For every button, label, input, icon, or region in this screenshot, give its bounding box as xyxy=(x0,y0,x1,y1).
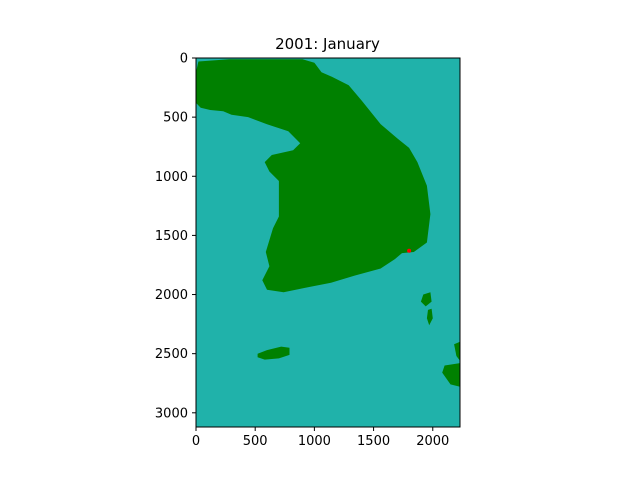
land-jeju-island xyxy=(257,346,290,360)
x-tick-label: 0 xyxy=(192,434,200,449)
y-tick-label: 500 xyxy=(163,111,188,126)
y-tick-label: 1500 xyxy=(155,229,188,244)
x-tick-label: 1000 xyxy=(298,434,331,449)
x-axis: 0 500 1000 1500 2000 xyxy=(192,427,449,449)
busan-marker xyxy=(407,248,412,253)
land-kyushu-north xyxy=(442,363,460,387)
land-east-coast-islet xyxy=(420,292,432,307)
y-tick-label: 2000 xyxy=(155,288,188,303)
y-tick-label: 2500 xyxy=(155,347,188,362)
y-axis: 0 500 1000 1500 2000 2500 3000 xyxy=(155,52,196,421)
x-tick-label: 2000 xyxy=(416,434,449,449)
land-kyushu-east xyxy=(454,341,460,361)
y-tick-label: 0 xyxy=(180,52,188,67)
y-tick-label: 3000 xyxy=(155,406,188,421)
chart-title: 2001: January xyxy=(275,35,380,53)
y-tick-label: 1000 xyxy=(155,170,188,185)
land-mainland xyxy=(196,59,431,293)
x-tick-label: 1500 xyxy=(357,434,390,449)
land-layer xyxy=(196,59,460,387)
plot-area xyxy=(195,57,461,428)
axes-frame xyxy=(195,57,461,428)
x-tick-label: 500 xyxy=(243,434,268,449)
marker-layer xyxy=(407,248,412,253)
land-tsushima-island xyxy=(426,308,433,326)
